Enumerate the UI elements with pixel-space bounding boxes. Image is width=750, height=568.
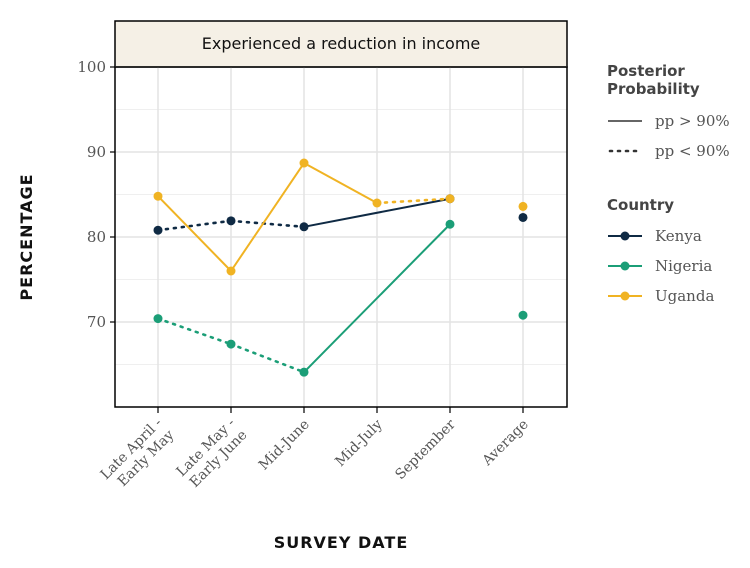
series-segment xyxy=(303,197,451,228)
legend-country-label: Uganda xyxy=(655,287,714,305)
svg-text:Late May -Early June: Late May -Early June xyxy=(174,415,251,492)
series-segment xyxy=(156,317,233,346)
series-segment xyxy=(303,162,378,204)
y-tick-label: 90 xyxy=(87,143,106,161)
data-point xyxy=(226,339,236,349)
legend-pp-title-line1: Posterior xyxy=(607,62,685,80)
data-point xyxy=(518,201,528,211)
svg-text:Mid-June: Mid-June xyxy=(256,417,313,474)
legend-country-title: Country xyxy=(607,196,674,214)
legend-country-marker xyxy=(620,261,630,271)
data-point xyxy=(226,216,236,226)
svg-text:Mid-July: Mid-July xyxy=(332,416,385,469)
data-point xyxy=(518,212,528,222)
y-tick-label: 80 xyxy=(87,228,106,246)
x-tick-label: Late April -Early May xyxy=(98,415,178,495)
data-point xyxy=(299,367,309,377)
legend-pp-label: pp > 90% xyxy=(655,112,730,130)
series-layer xyxy=(153,158,528,377)
legend-pp-label: pp < 90% xyxy=(655,142,730,160)
chart-title: Experienced a reduction in income xyxy=(202,34,481,53)
legend-country-label: Kenya xyxy=(655,227,702,245)
series-segment xyxy=(230,162,305,272)
x-tick-label: Mid-June xyxy=(256,417,313,474)
legend-country-marker xyxy=(620,231,630,241)
data-point xyxy=(153,314,163,324)
x-tick-label: Average xyxy=(479,417,532,470)
series-segment xyxy=(229,219,306,229)
data-point xyxy=(299,222,309,232)
data-point xyxy=(226,266,236,276)
data-point xyxy=(299,158,309,168)
series-segment xyxy=(156,219,233,232)
data-point xyxy=(445,219,455,229)
svg-text:Average: Average xyxy=(479,417,532,470)
series-segment xyxy=(229,342,306,374)
x-axis-title: SURVEY DATE xyxy=(274,533,409,552)
x-tick-label: Mid-July xyxy=(332,416,385,469)
data-point xyxy=(153,225,163,235)
series-uganda xyxy=(153,158,528,276)
y-tick-label: 70 xyxy=(87,313,106,331)
x-tick-label: Late May -Early June xyxy=(174,415,251,492)
y-tick-label: 100 xyxy=(77,58,106,76)
data-point xyxy=(518,310,528,320)
grid xyxy=(115,66,567,407)
data-point xyxy=(153,191,163,201)
series-segment xyxy=(157,195,232,272)
legend-country-marker xyxy=(620,291,630,301)
series-nigeria xyxy=(153,219,528,377)
legend-pp-items: pp > 90% pp < 90% xyxy=(608,112,730,160)
legend-country-items: Kenya Nigeria Uganda xyxy=(608,227,714,305)
svg-text:September: September xyxy=(392,416,459,483)
title-strip xyxy=(114,20,568,68)
series-segment xyxy=(303,223,451,373)
legend: Posterior Probability pp > 90% pp < 90% C… xyxy=(607,62,730,305)
svg-text:Late April -Early May: Late April -Early May xyxy=(98,415,178,495)
legend-country-label: Nigeria xyxy=(655,257,712,275)
data-point xyxy=(445,194,455,204)
y-axis-title: PERCENTAGE xyxy=(17,173,36,300)
x-tick-label: September xyxy=(392,416,459,483)
series-kenya xyxy=(153,194,528,235)
y-axis: 70 80 90 100 xyxy=(77,58,115,331)
legend-pp-title-line2: Probability xyxy=(607,80,700,98)
data-point xyxy=(372,198,382,208)
